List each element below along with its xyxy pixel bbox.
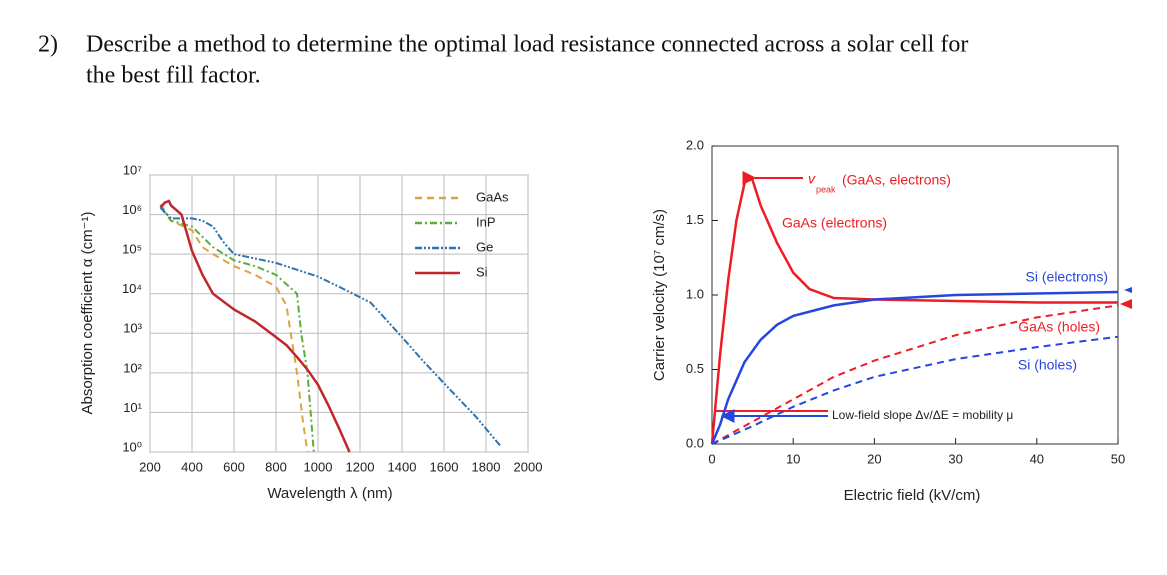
legend-label: InP	[476, 214, 496, 229]
edge-marker	[1120, 299, 1132, 309]
question-number: 2)	[38, 32, 58, 58]
series-line	[159, 199, 351, 453]
y-tick-label: 10⁰	[122, 439, 142, 454]
series-label: Si (holes)	[1018, 357, 1077, 373]
x-tick-label: 10	[786, 451, 800, 466]
series-line	[710, 290, 1119, 445]
series-label: GaAs (electrons)	[782, 215, 887, 231]
series-line	[710, 173, 1118, 445]
x-tick-label: 20	[867, 451, 881, 466]
y-tick-label: 10⁴	[122, 281, 142, 296]
x-tick-label: 600	[223, 459, 245, 474]
series-line	[159, 206, 502, 447]
x-tick-label: 1800	[472, 459, 501, 474]
y-tick-label: 0.5	[686, 361, 704, 376]
series-label: Si (electrons)	[1026, 269, 1108, 285]
y-tick-label: 1.0	[686, 286, 704, 301]
legend-label: GaAs	[476, 189, 509, 204]
annotation: Low-field slope Δv/ΔE = mobility μ	[832, 408, 1013, 422]
x-axis-label: Electric field (kV/cm)	[844, 487, 981, 504]
y-tick-label: 1.5	[686, 212, 704, 227]
annotation: peak	[816, 184, 836, 194]
question-line: the best fill factor.	[86, 63, 261, 89]
x-tick-label: 200	[139, 459, 161, 474]
y-tick-label: 2.0	[686, 137, 704, 152]
y-axis-label: Absorption coefficient α (cm⁻¹)	[79, 211, 96, 414]
x-tick-label: 1600	[430, 459, 459, 474]
series-label: GaAs (holes)	[1018, 319, 1100, 335]
series-line	[711, 335, 1119, 445]
y-tick-label: 10¹	[123, 400, 142, 415]
x-tick-label: 800	[265, 459, 287, 474]
y-tick-label: 10⁵	[122, 242, 142, 257]
x-tick-label: 0	[708, 451, 715, 466]
y-tick-label: 10²	[123, 360, 142, 375]
x-tick-label: 400	[181, 459, 203, 474]
series-line	[711, 304, 1119, 445]
y-tick-label: 0.0	[686, 435, 704, 450]
x-tick-label: 1400	[388, 459, 417, 474]
annotation: v	[808, 171, 816, 187]
x-tick-label: 50	[1111, 451, 1125, 466]
legend-label: Ge	[476, 239, 493, 254]
y-tick-label: 10⁶	[122, 202, 142, 217]
series-line	[159, 203, 315, 453]
x-tick-label: 1000	[304, 459, 333, 474]
x-tick-label: 30	[948, 451, 962, 466]
plot-frame	[711, 145, 1119, 445]
y-axis-label: Carrier velocity (10⁷ cm/s)	[651, 209, 668, 381]
annotation: (GaAs, electrons)	[842, 172, 951, 188]
edge-marker	[1124, 287, 1132, 293]
question-line: Describe a method to determine the optim…	[86, 32, 968, 58]
legend-label: Si	[476, 264, 488, 279]
x-axis-label: Wavelength λ (nm)	[267, 485, 392, 502]
y-tick-label: 10³	[123, 321, 142, 336]
x-tick-label: 40	[1030, 451, 1044, 466]
x-tick-label: 1200	[346, 459, 375, 474]
x-tick-label: 2000	[514, 459, 543, 474]
series-line	[159, 206, 309, 453]
y-tick-label: 10⁷	[123, 162, 142, 177]
plot-frame	[149, 174, 529, 453]
